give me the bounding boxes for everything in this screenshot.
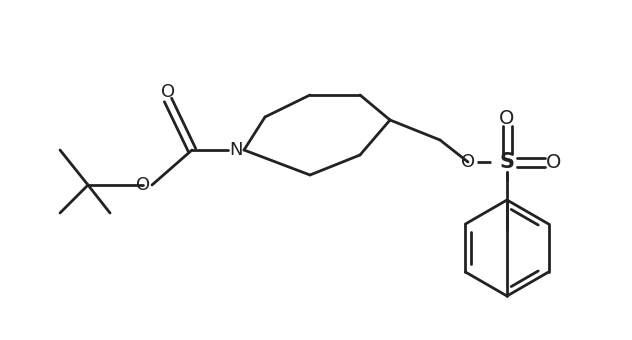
Text: O: O: [161, 83, 175, 101]
Text: N: N: [229, 141, 243, 159]
Text: O: O: [546, 153, 562, 171]
Text: O: O: [461, 153, 475, 171]
Text: S: S: [499, 152, 514, 172]
Text: O: O: [499, 108, 514, 128]
Text: O: O: [136, 176, 150, 194]
